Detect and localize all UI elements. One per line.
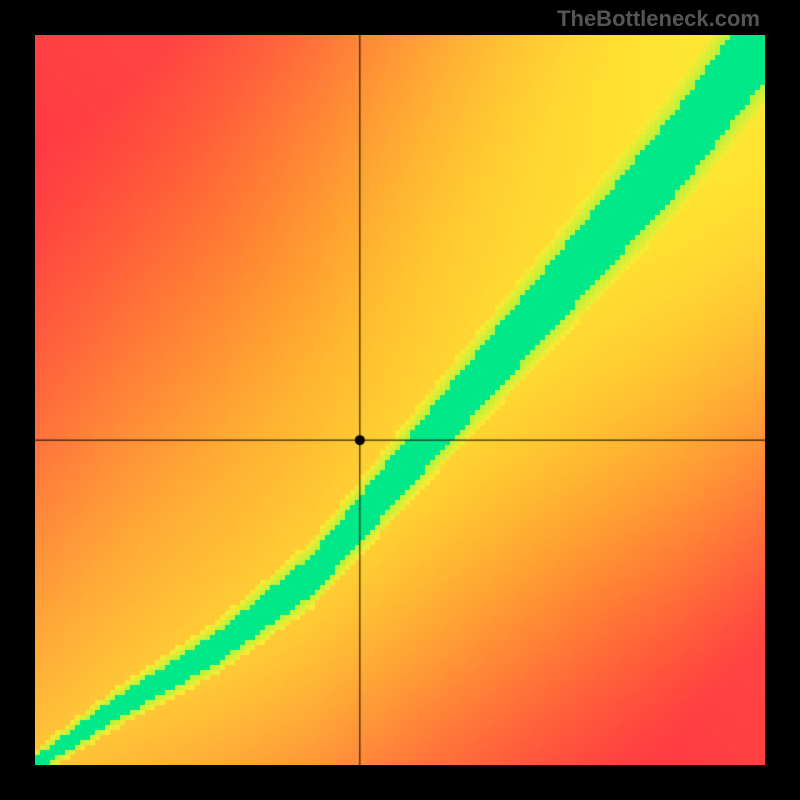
watermark-text: TheBottleneck.com	[557, 6, 760, 32]
heatmap-canvas	[35, 35, 765, 765]
heatmap-plot	[35, 35, 765, 765]
